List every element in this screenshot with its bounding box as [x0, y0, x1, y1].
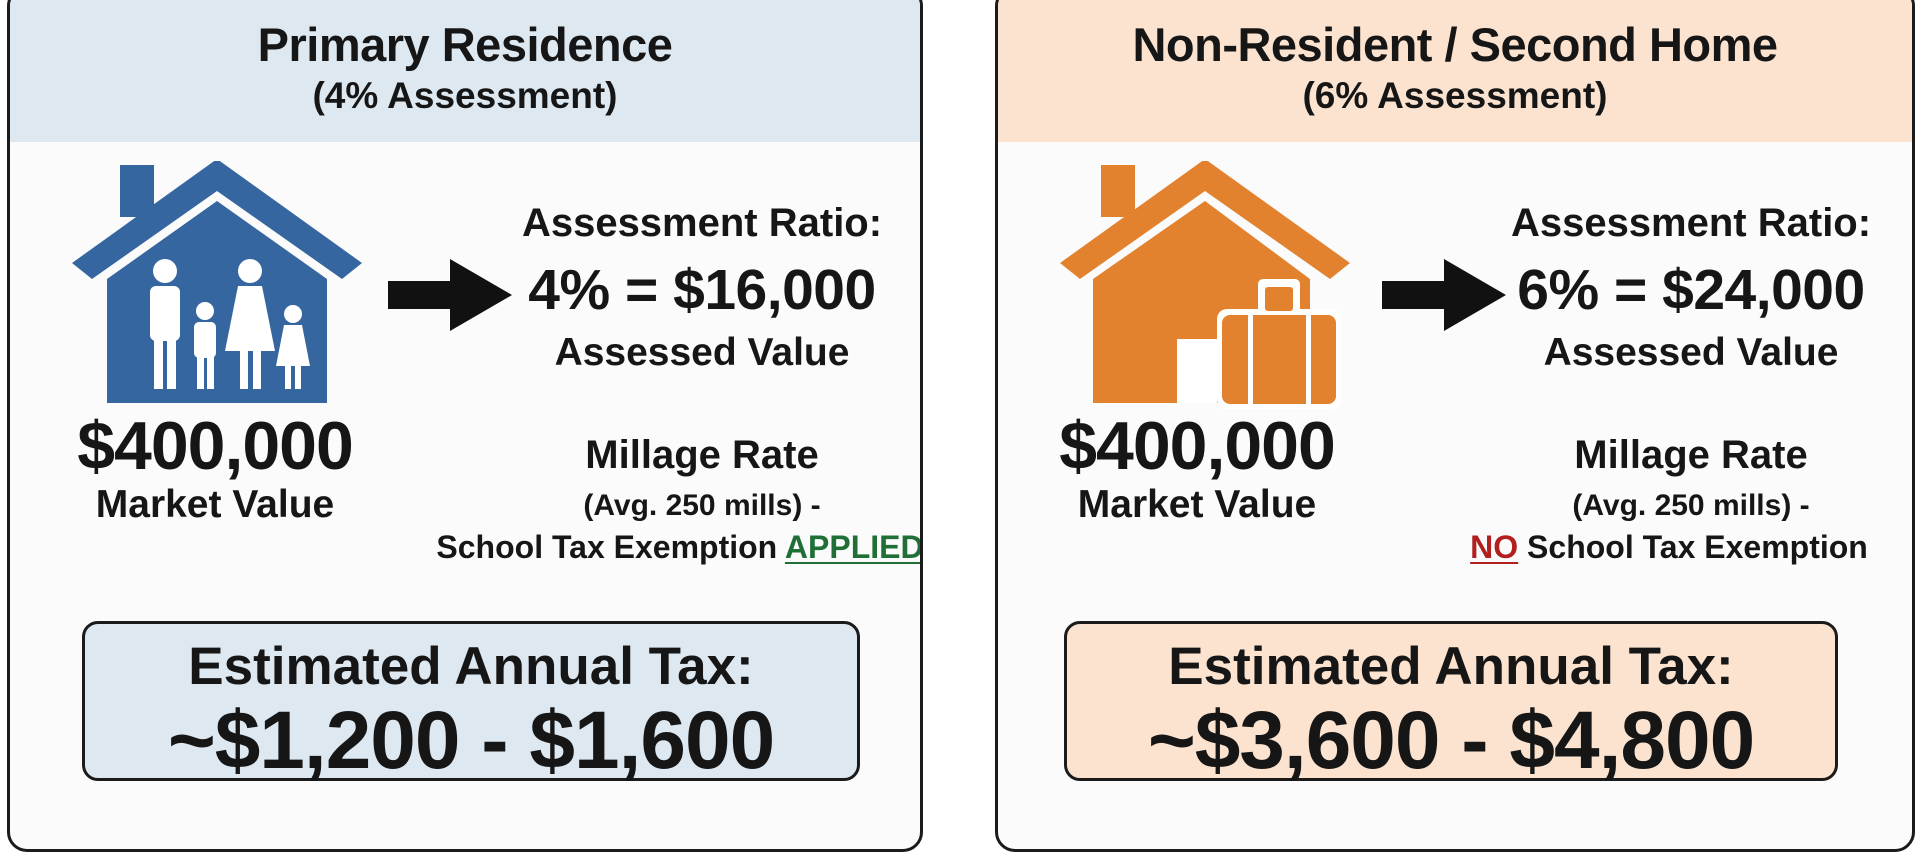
primary-exemption-line: School Tax Exemption APPLIED [430, 529, 923, 566]
non-resident-exemption-text: School Tax Exemption [1527, 529, 1868, 565]
suitcase-house-icon [1060, 161, 1350, 409]
primary-millage-heading: Millage Rate [585, 433, 819, 477]
primary-ratio-heading: Assessment Ratio: [521, 201, 883, 245]
non-resident-exemption-line: NO School Tax Exemption [1424, 529, 1912, 566]
primary-ratio-label: Assessed Value [554, 331, 850, 374]
non-resident-title: Non-Resident / Second Home [1132, 18, 1778, 71]
non-resident-card: Non-Resident / Second Home (6% Assessmen… [995, 0, 1915, 852]
non-resident-millage-heading: Millage Rate [1574, 433, 1808, 477]
primary-ratio-value: 4% = $16,000 [528, 258, 876, 322]
exemption-applied-label: APPLIED [784, 529, 923, 565]
non-resident-ratio-heading: Assessment Ratio: [1510, 201, 1872, 245]
non-resident-market-value: $400,000 [1059, 408, 1336, 484]
non-resident-market-label: Market Value [1077, 483, 1317, 526]
non-resident-tax-range: ~$3,600 - $4,800 [1147, 695, 1755, 786]
primary-tax-range: ~$1,200 - $1,600 [167, 695, 775, 786]
family-house-icon [72, 161, 362, 403]
non-resident-header: Non-Resident / Second Home (6% Assessmen… [998, 0, 1912, 142]
non-resident-tax-label: Estimated Annual Tax: [1168, 637, 1734, 696]
exemption-no-label: NO [1470, 529, 1519, 565]
primary-residence-subtitle: (4% Assessment) [312, 75, 618, 116]
non-resident-ratio-value: 6% = $24,000 [1517, 258, 1865, 322]
non-resident-ratio-label: Assessed Value [1543, 331, 1839, 374]
right-arrow-icon [1382, 259, 1506, 331]
primary-residence-card: Primary Residence (4% Assessment) [7, 0, 923, 852]
right-arrow-icon [388, 259, 512, 331]
primary-millage-sub: (Avg. 250 mills) - [583, 489, 821, 522]
primary-tax-box: Estimated Annual Tax: ~$1,200 - $1,600 [82, 621, 860, 786]
primary-exemption-text: School Tax Exemption [436, 529, 778, 565]
primary-market-value: $400,000 [77, 408, 354, 484]
primary-market-label: Market Value [95, 483, 335, 526]
primary-tax-label: Estimated Annual Tax: [188, 637, 754, 696]
non-resident-subtitle: (6% Assessment) [1302, 75, 1608, 116]
non-resident-millage-sub: (Avg. 250 mills) - [1572, 489, 1810, 522]
primary-residence-header: Primary Residence (4% Assessment) [10, 0, 920, 142]
primary-residence-title: Primary Residence [257, 18, 673, 71]
non-resident-tax-box: Estimated Annual Tax: ~$3,600 - $4,800 [1064, 621, 1838, 786]
